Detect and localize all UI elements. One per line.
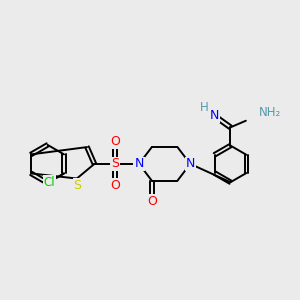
Text: O: O (147, 195, 157, 208)
Text: N: N (134, 158, 144, 170)
Text: S: S (111, 158, 119, 170)
Text: O: O (110, 179, 120, 192)
Text: NH₂: NH₂ (259, 106, 281, 119)
Text: O: O (110, 136, 120, 148)
Text: Cl: Cl (44, 176, 55, 189)
Text: N: N (186, 158, 195, 170)
Text: S: S (74, 178, 82, 192)
Text: H: H (200, 101, 208, 114)
Text: N: N (209, 109, 219, 122)
